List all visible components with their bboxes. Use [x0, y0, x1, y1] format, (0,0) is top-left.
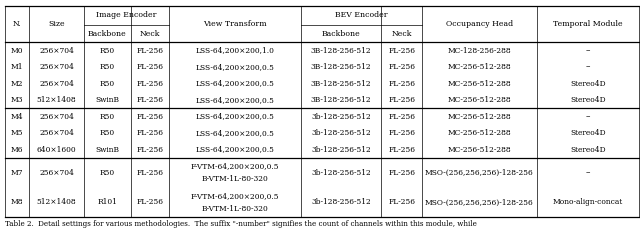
Text: FL-256: FL-256 [136, 96, 163, 104]
Text: FL-256: FL-256 [388, 63, 415, 71]
Text: SwinB: SwinB [95, 96, 120, 104]
Text: M4: M4 [11, 113, 23, 120]
Text: FL-256: FL-256 [136, 63, 163, 71]
Text: –: – [586, 46, 590, 55]
Text: Temporal Module: Temporal Module [553, 20, 623, 28]
Text: Mono-align-concat: Mono-align-concat [552, 199, 623, 206]
Text: M5: M5 [11, 129, 23, 137]
Text: FL-256: FL-256 [388, 113, 415, 120]
Text: FL-256: FL-256 [136, 113, 163, 120]
Text: –: – [586, 112, 590, 121]
Text: SwinB: SwinB [95, 146, 120, 153]
Text: 3b-128-256-512: 3b-128-256-512 [311, 113, 371, 120]
Text: 512×1408: 512×1408 [36, 199, 76, 206]
Text: MSO-(256,256,256)-128-256: MSO-(256,256,256)-128-256 [425, 199, 534, 206]
Text: MC-256-512-288: MC-256-512-288 [447, 63, 511, 71]
Text: FL-256: FL-256 [388, 47, 415, 55]
Text: Backbone: Backbone [322, 30, 360, 38]
Text: MSO-(256,256,256)-128-256: MSO-(256,256,256)-128-256 [425, 169, 534, 177]
Text: FL-256: FL-256 [388, 169, 415, 177]
Text: 3b-128-256-512: 3b-128-256-512 [311, 146, 371, 153]
Text: B-VTM-1L-80-320: B-VTM-1L-80-320 [202, 175, 268, 183]
Text: F-VTM-64,200×200,0.5: F-VTM-64,200×200,0.5 [191, 162, 279, 170]
Text: LSS-64,200×200,0.5: LSS-64,200×200,0.5 [195, 113, 275, 120]
Text: Size: Size [48, 20, 65, 28]
Text: R50: R50 [100, 47, 115, 55]
Text: 3b-128-256-512: 3b-128-256-512 [311, 129, 371, 137]
Text: LSS-64,200×200,0.5: LSS-64,200×200,0.5 [195, 129, 275, 137]
Text: FL-256: FL-256 [388, 129, 415, 137]
Text: LSS-64,200×200,1.0: LSS-64,200×200,1.0 [195, 47, 275, 55]
Text: MC-256-512-288: MC-256-512-288 [447, 129, 511, 137]
Text: FL-256: FL-256 [136, 146, 163, 153]
Text: FL-256: FL-256 [136, 199, 163, 206]
Text: 3b-128-256-512: 3b-128-256-512 [311, 199, 371, 206]
Text: 256×704: 256×704 [39, 129, 74, 137]
Text: Neck: Neck [140, 30, 160, 38]
Text: Image Encoder: Image Encoder [97, 11, 157, 19]
Text: 3B-128-256-512: 3B-128-256-512 [310, 47, 371, 55]
Text: MC-256-512-288: MC-256-512-288 [447, 96, 511, 104]
Text: Stereo4D: Stereo4D [570, 80, 605, 87]
Text: FL-256: FL-256 [388, 96, 415, 104]
Text: M6: M6 [11, 146, 23, 153]
Text: Backbone: Backbone [88, 30, 127, 38]
Text: M2: M2 [11, 80, 23, 87]
Text: FL-256: FL-256 [136, 47, 163, 55]
Text: 3B-128-256-512: 3B-128-256-512 [310, 96, 371, 104]
Text: –: – [586, 168, 590, 177]
Text: MC-256-512-288: MC-256-512-288 [447, 80, 511, 87]
Text: LSS-64,200×200,0.5: LSS-64,200×200,0.5 [195, 63, 275, 71]
Text: Neck: Neck [392, 30, 412, 38]
Text: 256×704: 256×704 [39, 47, 74, 55]
Text: 512×1408: 512×1408 [36, 96, 76, 104]
Text: LSS-64,200×200,0.5: LSS-64,200×200,0.5 [195, 146, 275, 153]
Text: FL-256: FL-256 [388, 80, 415, 87]
Text: FL-256: FL-256 [136, 80, 163, 87]
Text: –: – [586, 63, 590, 72]
Text: 256×704: 256×704 [39, 80, 74, 87]
Text: Table 2.  Detail settings for various methodologies.  The suffix "-number" signi: Table 2. Detail settings for various met… [5, 220, 477, 228]
Text: M3: M3 [11, 96, 23, 104]
Text: R50: R50 [100, 129, 115, 137]
Text: MC-128-256-288: MC-128-256-288 [447, 47, 511, 55]
Text: R101: R101 [97, 199, 117, 206]
Text: BEV Encoder: BEV Encoder [335, 11, 388, 19]
Text: FL-256: FL-256 [136, 129, 163, 137]
Text: M1: M1 [11, 63, 23, 71]
Text: LSS-64,200×200,0.5: LSS-64,200×200,0.5 [195, 80, 275, 87]
Text: MC-256-512-288: MC-256-512-288 [447, 113, 511, 120]
Text: FL-256: FL-256 [136, 169, 163, 177]
Text: MC-256-512-288: MC-256-512-288 [447, 146, 511, 153]
Text: 256×704: 256×704 [39, 169, 74, 177]
Text: F-VTM-64,200×200,0.5: F-VTM-64,200×200,0.5 [191, 192, 279, 200]
Text: R50: R50 [100, 80, 115, 87]
Text: M0: M0 [11, 47, 23, 55]
Text: 3B-128-256-512: 3B-128-256-512 [310, 80, 371, 87]
Text: 256×704: 256×704 [39, 113, 74, 120]
Text: FL-256: FL-256 [388, 199, 415, 206]
Text: B-VTM-1L-80-320: B-VTM-1L-80-320 [202, 205, 268, 213]
Text: 3B-128-256-512: 3B-128-256-512 [310, 63, 371, 71]
Text: 640×1600: 640×1600 [36, 146, 76, 153]
Text: View Transform: View Transform [203, 20, 267, 28]
Text: Stereo4D: Stereo4D [570, 96, 605, 104]
Text: R50: R50 [100, 63, 115, 71]
Text: Stereo4D: Stereo4D [570, 129, 605, 137]
Text: 256×704: 256×704 [39, 63, 74, 71]
Text: N.: N. [13, 20, 21, 28]
Text: R50: R50 [100, 169, 115, 177]
Text: M7: M7 [11, 169, 23, 177]
Text: 3b-128-256-512: 3b-128-256-512 [311, 169, 371, 177]
Text: FL-256: FL-256 [388, 146, 415, 153]
Text: LSS-64,200×200,0.5: LSS-64,200×200,0.5 [195, 96, 275, 104]
Text: M8: M8 [11, 199, 23, 206]
Text: Stereo4D: Stereo4D [570, 146, 605, 153]
Text: R50: R50 [100, 113, 115, 120]
Text: Occupancy Head: Occupancy Head [446, 20, 513, 28]
